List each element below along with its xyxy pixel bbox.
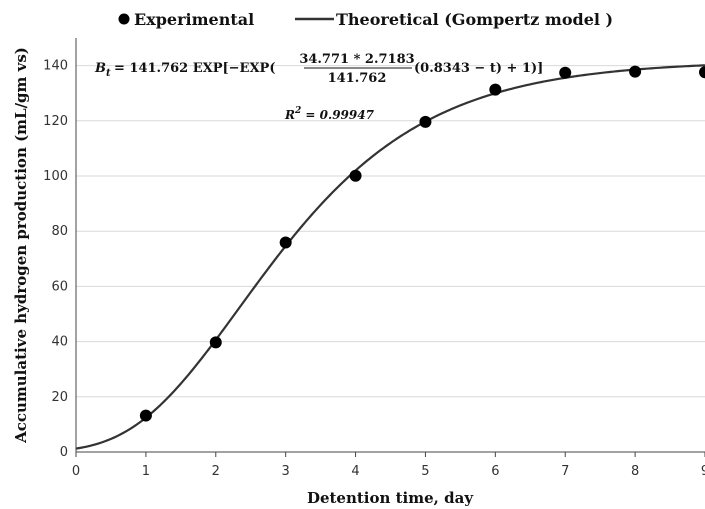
theoretical-curve (75, 64, 705, 450)
equation-annotation: Bt = 141.762 EXP[−EXP( 34.771 * 2.7183 1… (94, 52, 543, 86)
y-tick-label-140: 140 (43, 59, 68, 74)
x-tick-label-4: 4 (351, 464, 359, 479)
experimental-point (139, 409, 152, 422)
x-tick-label-3: 3 (282, 464, 290, 479)
y-tick-label-100: 100 (43, 169, 68, 184)
legend-experimental-label: Experimental (134, 10, 254, 29)
y-tick-label-80: 80 (51, 224, 68, 239)
y-tick-label-0: 0 (60, 445, 68, 460)
x-tick-label-1: 1 (142, 464, 150, 479)
equation-mid: = 141.762 EXP[−EXP( (114, 61, 275, 76)
equation-denominator: 141.762 (328, 71, 387, 86)
y-tick-label-60: 60 (51, 279, 68, 294)
y-tick-label-40: 40 (51, 335, 68, 350)
x-tick-label-7: 7 (561, 464, 569, 479)
x-axis-title: Detention time, day (307, 489, 474, 507)
x-tick-label-9: 9 (701, 464, 705, 479)
experimental-point (349, 169, 362, 182)
x-tick-label-5: 5 (421, 464, 429, 479)
x-tick-label-2: 2 (212, 464, 220, 479)
axes (75, 38, 705, 457)
experimental-point (629, 65, 642, 78)
experimental-point (209, 336, 222, 349)
legend: Experimental Theoretical (Gompertz model… (118, 10, 613, 29)
experimental-point (419, 115, 432, 128)
experimental-point (279, 236, 292, 249)
x-tick-label-8: 8 (631, 464, 639, 479)
y-tick-label-120: 120 (43, 114, 68, 129)
equation-tail: (0.8343 − t) + 1)] (414, 61, 543, 76)
experimental-points (139, 65, 705, 422)
x-tick-label-0: 0 (72, 464, 80, 479)
legend-theoretical-label: Theoretical (Gompertz model ) (336, 10, 613, 29)
legend-experimental-marker (118, 13, 130, 25)
experimental-point (489, 83, 502, 96)
r-squared-annotation: R2 = 0.99947 (284, 106, 375, 122)
equation-numerator: 34.771 * 2.7183 (299, 52, 414, 67)
y-axis-title: Accumulative hydrogen production (mL/gm … (12, 47, 30, 444)
experimental-point (699, 66, 705, 79)
equation-lhs: Bt (94, 61, 111, 79)
tick-labels: 0 20 40 60 80 100 120 140 0 1 2 3 4 5 6 7 8 9 (43, 59, 705, 479)
grid (76, 65, 705, 398)
y-tick-label-20: 20 (51, 390, 68, 405)
x-tick-label-6: 6 (491, 464, 499, 479)
experimental-point (559, 66, 572, 79)
